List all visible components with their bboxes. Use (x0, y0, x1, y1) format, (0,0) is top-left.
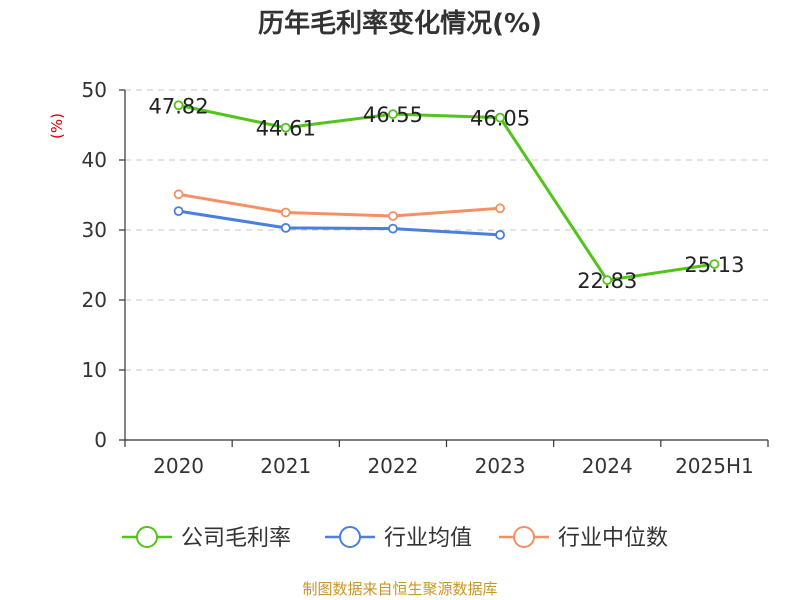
data-point (388, 109, 398, 120)
series-lines: 47.82 44.61 46.55 46.05 22.83 25.13 (149, 94, 745, 293)
series-1: 47.82 44.61 46.55 46.05 22.83 25.13 (149, 94, 745, 293)
data-point (173, 100, 184, 111)
x-tick-label: 2023 (475, 454, 526, 478)
source-note: 制图数据来自恒生聚源数据库 (302, 580, 497, 598)
x-tick-label: 2025H1 (675, 454, 754, 478)
series-3 (173, 189, 505, 221)
y-tick-label: 40 (82, 148, 107, 172)
series-line (178, 103, 715, 282)
series-line (178, 209, 501, 237)
y-tick-label: 50 (82, 78, 107, 102)
y-axis-unit: (%) (48, 113, 66, 139)
data-label: 44.61 (256, 117, 316, 141)
data-point (388, 211, 398, 221)
x-tick-label: 2020 (153, 454, 204, 478)
data-point (495, 112, 505, 123)
data-point (495, 229, 505, 240)
series-line (178, 192, 501, 218)
data-label: 25.13 (684, 253, 744, 277)
data-label: 46.05 (470, 107, 530, 131)
x-tick-label: 2024 (582, 454, 633, 478)
data-label: 22.83 (577, 269, 637, 293)
data-point (495, 203, 505, 214)
data-point (388, 223, 398, 234)
legend-label: 行业中位数 (558, 526, 668, 551)
legend-label: 行业均值 (384, 526, 472, 551)
data-point (280, 122, 291, 133)
legend-item: 公司毛利率 (122, 526, 291, 551)
y-tick-label: 20 (82, 288, 107, 312)
y-tick-labels: 0 10 20 30 40 50 (82, 78, 107, 452)
data-point (709, 259, 720, 269)
chart-title: 历年毛利率变化情况(%) (258, 8, 542, 39)
data-point (173, 189, 184, 200)
legend-circle-marker (136, 526, 158, 548)
data-point (173, 206, 184, 217)
x-tick-labels: 2020 2021 2022 2023 2024 2025H1 (153, 454, 754, 478)
x-tick-label: 2022 (367, 454, 418, 478)
legend: 公司毛利率 行业均值 行业中位数 (122, 526, 668, 551)
gridlines (125, 89, 768, 371)
x-tick-label: 2021 (260, 454, 311, 478)
legend-circle-marker (339, 526, 361, 548)
y-tick-label: 10 (82, 358, 107, 382)
data-point (280, 222, 291, 233)
axes (119, 89, 769, 447)
y-tick-label: 0 (94, 428, 107, 452)
legend-label: 公司毛利率 (181, 526, 291, 551)
data-label: 47.82 (149, 94, 209, 118)
y-tick-label: 30 (82, 218, 107, 242)
legend-item: 行业均值 (325, 526, 472, 551)
data-point (602, 275, 613, 286)
series-2 (173, 206, 505, 240)
data-label: 46.55 (363, 103, 423, 127)
legend-circle-marker (513, 526, 535, 548)
legend-item: 行业中位数 (499, 526, 668, 551)
data-point (280, 207, 291, 218)
